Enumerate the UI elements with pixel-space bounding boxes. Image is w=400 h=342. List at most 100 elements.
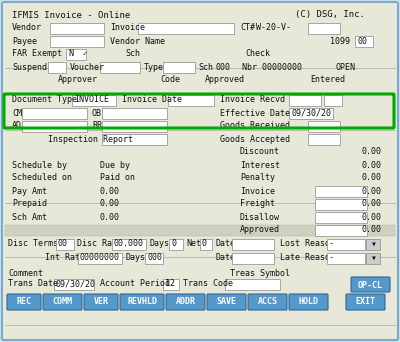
Text: Type: Type [144, 63, 164, 71]
Text: Freight: Freight [240, 199, 275, 209]
FancyBboxPatch shape [166, 294, 205, 310]
Bar [102, 121, 167, 132]
Bar [308, 23, 340, 34]
Bar [232, 239, 274, 250]
Text: OPEN: OPEN [335, 63, 355, 71]
Text: ✓: ✓ [82, 51, 86, 57]
Text: 0.00: 0.00 [100, 199, 120, 209]
Text: Suspend: Suspend [12, 63, 47, 71]
Bar [327, 253, 365, 264]
Text: Prepaid: Prepaid [12, 199, 47, 209]
Bar [138, 23, 234, 34]
Text: Document Type: Document Type [12, 95, 77, 105]
Text: INVOICE: INVOICE [74, 95, 109, 105]
Text: ADDR: ADDR [176, 298, 196, 306]
Text: 0.00: 0.00 [362, 173, 382, 183]
FancyBboxPatch shape [2, 2, 398, 340]
FancyBboxPatch shape [84, 294, 118, 310]
Text: 0.00: 0.00 [362, 225, 382, 235]
Text: Approved: Approved [205, 76, 245, 84]
Text: (C) DSG, Inc.: (C) DSG, Inc. [295, 11, 365, 19]
Text: RR: RR [92, 121, 102, 131]
Text: Due by: Due by [100, 160, 130, 170]
Text: Inspection Report: Inspection Report [48, 134, 133, 144]
Text: Check: Check [245, 50, 270, 58]
Text: 12: 12 [165, 279, 175, 289]
Text: 000: 000 [147, 253, 162, 263]
Text: 0.00: 0.00 [362, 186, 382, 196]
Text: Goods Received: Goods Received [220, 121, 290, 131]
Text: Vendor: Vendor [12, 24, 42, 32]
Text: 00: 00 [58, 239, 68, 249]
Text: 0.00: 0.00 [362, 199, 382, 209]
FancyBboxPatch shape [351, 277, 390, 292]
Bar [315, 225, 367, 236]
Bar [163, 62, 195, 73]
Text: 0.00: 0.00 [100, 212, 120, 222]
Text: Schedule by: Schedule by [12, 160, 67, 170]
Text: OB: OB [92, 108, 102, 118]
Text: SAVE: SAVE [216, 298, 236, 306]
Text: 00: 00 [357, 37, 367, 45]
Text: W-20-V-: W-20-V- [256, 24, 291, 32]
Bar [163, 279, 179, 290]
Text: 0.00: 0.00 [362, 212, 382, 222]
Text: Days: Days [126, 253, 146, 263]
Text: OP-CL: OP-CL [358, 280, 382, 289]
FancyBboxPatch shape [207, 294, 246, 310]
Text: Disallow: Disallow [240, 212, 280, 222]
Text: Code: Code [160, 76, 180, 84]
FancyBboxPatch shape [248, 294, 287, 310]
Text: Sch: Sch [125, 50, 140, 58]
Text: Nbr 00000000: Nbr 00000000 [242, 63, 302, 71]
Text: Int Rate: Int Rate [45, 253, 85, 263]
Text: Sch: Sch [198, 63, 213, 71]
Text: 09/30/20: 09/30/20 [291, 108, 331, 118]
Text: Trans Code: Trans Code [183, 279, 233, 289]
Bar [200, 239, 212, 250]
Text: CM: CM [12, 108, 22, 118]
Bar [56, 239, 74, 250]
Text: ▾: ▾ [371, 253, 377, 263]
Text: FAR Exempt: FAR Exempt [12, 50, 62, 58]
Text: Invoice: Invoice [110, 24, 145, 32]
Bar [22, 108, 87, 119]
Text: Treas Symbol: Treas Symbol [230, 268, 290, 277]
Text: Invoice Date: Invoice Date [122, 95, 182, 105]
FancyBboxPatch shape [7, 294, 41, 310]
Text: COMM: COMM [52, 298, 72, 306]
Text: Voucher: Voucher [70, 63, 105, 71]
Bar [225, 279, 280, 290]
Bar [232, 253, 274, 264]
Text: Net: Net [186, 239, 201, 249]
FancyBboxPatch shape [289, 294, 328, 310]
Text: CT#: CT# [240, 24, 255, 32]
Text: -: - [329, 253, 334, 263]
Text: Pay Amt: Pay Amt [12, 186, 47, 196]
Bar [102, 134, 167, 145]
Text: EXIT: EXIT [356, 298, 376, 306]
Bar [145, 253, 163, 264]
Text: 0.00: 0.00 [362, 160, 382, 170]
Text: REVHLD: REVHLD [127, 298, 157, 306]
Text: Payee: Payee [12, 37, 37, 45]
Text: Disc Rate: Disc Rate [77, 239, 122, 249]
FancyBboxPatch shape [43, 294, 82, 310]
Text: Interest: Interest [240, 160, 280, 170]
Text: 0.00: 0.00 [100, 186, 120, 196]
Text: Sch Amt: Sch Amt [12, 212, 47, 222]
Text: Late Reason: Late Reason [280, 253, 335, 263]
Text: AD: AD [12, 121, 22, 131]
Bar [169, 239, 183, 250]
Text: Comment: Comment [8, 268, 43, 277]
FancyBboxPatch shape [346, 294, 385, 310]
Bar [72, 95, 116, 106]
Text: Disc Terms: Disc Terms [8, 239, 58, 249]
Text: REC: REC [16, 298, 32, 306]
Text: 0: 0 [171, 239, 176, 249]
Bar [100, 62, 140, 73]
Text: Discount: Discount [240, 147, 280, 157]
Text: Lost Reason: Lost Reason [280, 239, 335, 249]
Bar [289, 95, 321, 106]
Bar [366, 253, 380, 264]
